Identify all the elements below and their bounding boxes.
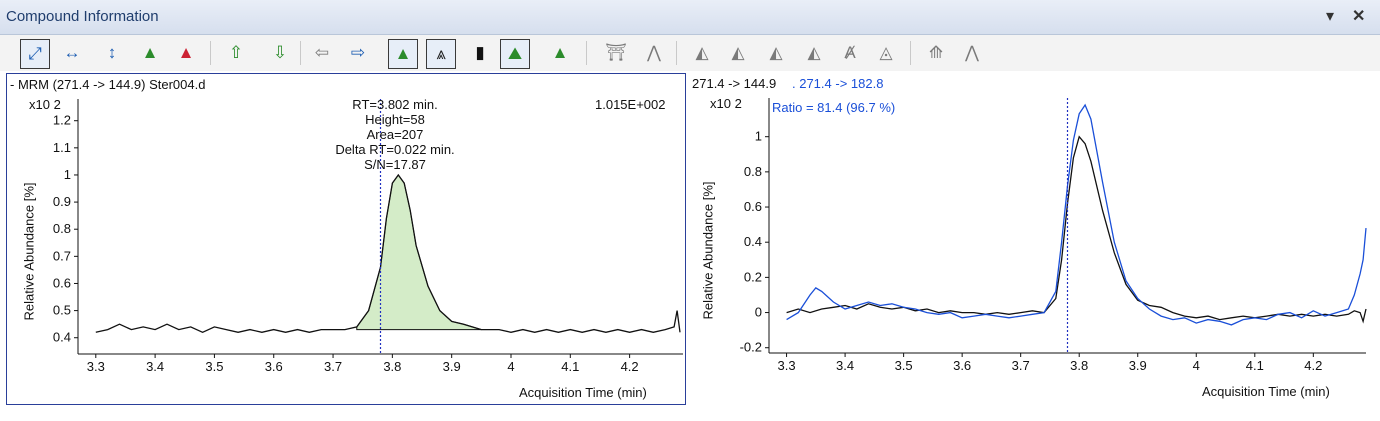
- left-y-tick-label: 0.8: [53, 221, 71, 236]
- qualifier-icon[interactable]: ▲: [551, 43, 569, 62]
- chromatogram-left-plot: 0.4 0.5 0.6 0.7 0.8 0.9 1 1.1 1.2 3.3 3.4 3.5 3.6 3.7…: [53, 99, 683, 374]
- right-header-primary: 271.4 -> 144.9: [692, 76, 777, 91]
- left-x-tick-label: 3.8: [383, 359, 401, 374]
- previous-compound-icon[interactable]: ⇧: [228, 43, 244, 62]
- left-x-tick-label: 3.9: [443, 359, 461, 374]
- peak-integrate-icon[interactable]: ▲: [141, 43, 159, 62]
- right-x-tick-label: 4.1: [1246, 358, 1264, 373]
- left-x-tick-label: 3.5: [205, 359, 223, 374]
- previous-sample-icon[interactable]: ⇦: [314, 43, 330, 62]
- right-x-tick-label: 3.3: [778, 358, 796, 373]
- right-x-tick-label: 3.4: [836, 358, 854, 373]
- separator: [586, 41, 587, 65]
- chromatogram-right-plot: -0.2 0 0.2 0.4 0.6 0.8 1 3.3 3.4 3.5 3.6 3.7 3.8 3.9 4…: [740, 98, 1367, 373]
- chromatogram-left[interactable]: 0.4 0.5 0.6 0.7 0.8 0.9 1 1.1 1.2 3.3 3.4 3.5 3.6 3.7…: [6, 73, 686, 405]
- left-y-tick-label: 0.5: [53, 303, 71, 318]
- right-x-tick-label: 4: [1193, 358, 1200, 373]
- right-y-tick-label: 0.2: [744, 269, 762, 284]
- close-icon[interactable]: ✕: [1352, 8, 1366, 25]
- right-x-tick-label: 3.6: [953, 358, 971, 373]
- left-series-1: [95, 173, 681, 334]
- window-titlebar: Compound Information ▾ ✕: [0, 0, 1380, 35]
- left-x-tick-label: 3.4: [146, 359, 164, 374]
- right-y-axis-label: Relative Abundance [%]: [700, 181, 716, 320]
- annotation-height: Height=58: [365, 112, 425, 127]
- chromatogram-right[interactable]: -0.2 0 0.2 0.4 0.6 0.8 1 3.3 3.4 3.5 3.6 3.7 3.8 3.9 4…: [690, 73, 1374, 403]
- next-compound-icon[interactable]: ⇩: [272, 43, 288, 62]
- zero-peak-icon[interactable]: ◬: [879, 43, 893, 62]
- right-y-tick-label: 1: [755, 129, 762, 144]
- annotation-area: Area=207: [366, 127, 424, 142]
- spectrum-icon[interactable]: ▮: [475, 43, 485, 62]
- right-x-axis-label: Acquisition Time (min): [1202, 384, 1330, 399]
- overlay-peaks-icon[interactable]: ⩓: [426, 39, 456, 69]
- show-peak-icon[interactable]: ▲: [388, 39, 418, 69]
- left-x-tick-label: 3.6: [265, 359, 283, 374]
- annotation-delta-rt: Delta RT=0.022 min.: [335, 142, 455, 157]
- right-series-1: [786, 135, 1367, 324]
- restore-icon[interactable]: ⟰: [928, 43, 944, 62]
- right-y-tick-label: 0.4: [744, 234, 762, 249]
- right-x-tick-label: 3.8: [1070, 358, 1088, 373]
- right-header-qualifier: . 271.4 -> 182.8: [792, 76, 884, 91]
- left-y-tick-label: 0.9: [53, 194, 71, 209]
- left-x-tick-label: 3.3: [87, 359, 105, 374]
- delete-peak-icon[interactable]: ◭: [807, 43, 821, 62]
- annotation-sn: S/N=17.87: [364, 157, 426, 172]
- right-x-tick-label: 3.9: [1129, 358, 1147, 373]
- left-peak-area: [356, 174, 482, 331]
- separator: [300, 41, 301, 65]
- right-x-tick-label: 4.2: [1304, 358, 1322, 373]
- merge-peaks-icon[interactable]: ◭: [769, 43, 783, 62]
- left-x-axis-label: Acquisition Time (min): [519, 385, 647, 400]
- window-title: Compound Information: [6, 8, 159, 25]
- left-y-tick-label: 1: [64, 167, 71, 182]
- internal-standard-icon[interactable]: ⛰: [500, 39, 530, 69]
- right-x-tick-label: 3.7: [1012, 358, 1030, 373]
- left-header: - MRM (271.4 -> 144.9) Ster004.d: [10, 77, 206, 92]
- ratio-label: Ratio = 81.4 (96.7 %): [772, 100, 896, 115]
- separator: [910, 41, 911, 65]
- annotation-rt: RT=3.802 min.: [352, 97, 438, 112]
- separator: [676, 41, 677, 65]
- zoom-vertical-icon[interactable]: ↕: [107, 43, 117, 62]
- right-x-tick-label: 3.5: [895, 358, 913, 373]
- clear-integration-icon[interactable]: Ⱥ: [844, 43, 856, 62]
- left-y-tick-label: 0.4: [53, 330, 71, 345]
- autoscale-icon[interactable]: ⤢: [20, 39, 50, 69]
- right-scale-label: x10 2: [710, 96, 742, 111]
- left-y-tick-label: 1.2: [53, 113, 71, 128]
- left-y-axis-label: Relative Abundance [%]: [21, 182, 37, 321]
- left-x-tick-label: 4: [507, 359, 514, 374]
- left-x-tick-label: 4.1: [561, 359, 579, 374]
- left-y-tick-label: 0.7: [53, 248, 71, 263]
- left-y-tick-label: 0.6: [53, 275, 71, 290]
- left-max-label: 1.015E+002: [595, 97, 666, 112]
- manual-integrate-icon[interactable]: ⛩: [605, 43, 627, 62]
- right-y-tick-label: 0.6: [744, 199, 762, 214]
- zoom-horizontal-icon[interactable]: ↔: [63, 43, 81, 62]
- left-x-tick-label: 3.7: [324, 359, 342, 374]
- toolbar: ⤢ ↔ ↕ ▲ ▲ ⇧ ⇩ ⇦ ⇨ ▲ ⩓ ▮ ⛰ ▲ ⛩ ⋀ ◭ ◭ ◭ ◭ …: [0, 35, 1380, 71]
- right-y-tick-label: -0.2: [740, 340, 762, 355]
- drop-baseline-icon[interactable]: ◭: [695, 43, 709, 62]
- next-sample-icon[interactable]: ⇨: [350, 43, 366, 62]
- left-scale-label: x10 2: [29, 97, 61, 112]
- left-x-tick-label: 4.2: [621, 359, 639, 374]
- split-peak-icon[interactable]: ⋀: [647, 43, 661, 62]
- left-y-tick-label: 1.1: [53, 140, 71, 155]
- right-y-tick-label: 0.8: [744, 164, 762, 179]
- separator: [210, 41, 211, 65]
- baseline-icon[interactable]: ▲: [177, 43, 195, 62]
- peak-annotation: RT=3.802 min. Height=58 Area=207 Delta R…: [315, 97, 475, 172]
- apply-icon[interactable]: ⋀: [965, 43, 979, 62]
- right-series-2: [786, 103, 1367, 326]
- tangent-skim-icon[interactable]: ◭: [731, 43, 745, 62]
- right-y-tick-label: 0: [755, 305, 762, 320]
- dropdown-arrow-icon[interactable]: ▾: [1326, 8, 1335, 25]
